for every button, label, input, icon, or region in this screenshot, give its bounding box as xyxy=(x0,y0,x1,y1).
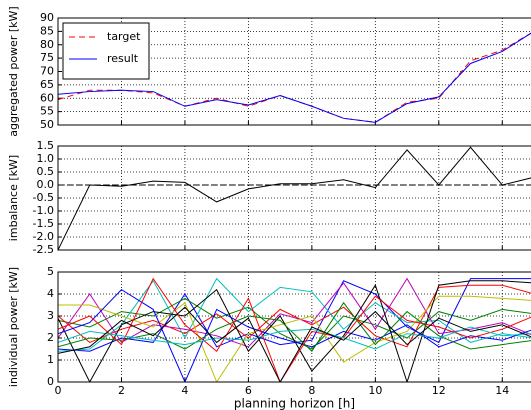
y-tick-label: 85 xyxy=(40,24,54,37)
series-line xyxy=(58,295,531,382)
y-tick-label: 0 xyxy=(47,375,54,388)
series-line xyxy=(58,32,531,123)
y-tick-label: 2 xyxy=(47,331,54,344)
y-tick-label: 70 xyxy=(40,65,54,78)
y-tick-label: 60 xyxy=(40,91,54,104)
lines xyxy=(58,146,531,250)
x-tick-label: 14 xyxy=(495,384,509,397)
series-line xyxy=(58,288,531,382)
x-tick-label: 10 xyxy=(368,384,382,397)
series-line xyxy=(58,306,531,382)
legend: target result xyxy=(62,22,150,80)
y-tick-label: 90 xyxy=(40,11,54,24)
y-axis-label: aggregated power [kW] xyxy=(7,6,20,136)
y-tick-label: 75 xyxy=(40,51,54,64)
y-tick-label: 3 xyxy=(47,309,54,322)
panel: 1.51.00.50.0-0.5-1.0-1.5-2.0-2.5 imbalanc… xyxy=(7,139,531,256)
series-line xyxy=(58,284,531,348)
y-tick-label: 1 xyxy=(47,353,54,366)
series-line xyxy=(58,280,531,382)
y-tick-label: 1.0 xyxy=(37,152,55,165)
series-line xyxy=(58,297,531,350)
y-tick-label: -2.0 xyxy=(33,230,54,243)
legend-label: target xyxy=(107,30,141,43)
lines xyxy=(58,32,531,123)
x-tick-label: 2 xyxy=(118,384,125,397)
series-line xyxy=(58,146,531,250)
y-tick-label: 0.0 xyxy=(37,178,55,191)
y-tick-label: 1.5 xyxy=(37,139,55,152)
y-tick-label: -0.5 xyxy=(33,191,54,204)
series-line xyxy=(58,277,531,348)
x-tick-label: 0 xyxy=(55,384,62,397)
y-tick-label: -2.5 xyxy=(33,243,54,256)
axes-frame xyxy=(57,271,531,383)
y-tick-label: 4 xyxy=(47,287,54,300)
y-tick-label: 0.5 xyxy=(37,165,55,178)
legend-box xyxy=(62,22,150,80)
series-line xyxy=(58,301,531,352)
y-tick-label: -1.0 xyxy=(33,204,54,217)
legend-label: result xyxy=(107,52,139,65)
y-tick-label: 50 xyxy=(40,118,54,131)
x-tick-label: 12 xyxy=(432,384,446,397)
y-tick-label: 55 xyxy=(40,105,54,118)
y-axis-label: imbalance [kW] xyxy=(7,155,20,241)
y-tick-label: -1.5 xyxy=(33,217,54,230)
lines xyxy=(58,277,531,382)
x-axis-label: planning horizon [h] xyxy=(234,397,355,410)
y-axis-label: individual power [kW] xyxy=(7,267,20,387)
axes-frame xyxy=(57,17,531,126)
x-tick-label: 4 xyxy=(181,384,188,397)
axes-frame xyxy=(57,145,531,251)
x-tick-label: 8 xyxy=(308,384,315,397)
y-tick-label: 5 xyxy=(47,265,54,278)
x-tick-label: 6 xyxy=(245,384,252,397)
y-tick-label: 80 xyxy=(40,38,54,51)
y-tick-label: 65 xyxy=(40,78,54,91)
series-line xyxy=(58,326,531,350)
